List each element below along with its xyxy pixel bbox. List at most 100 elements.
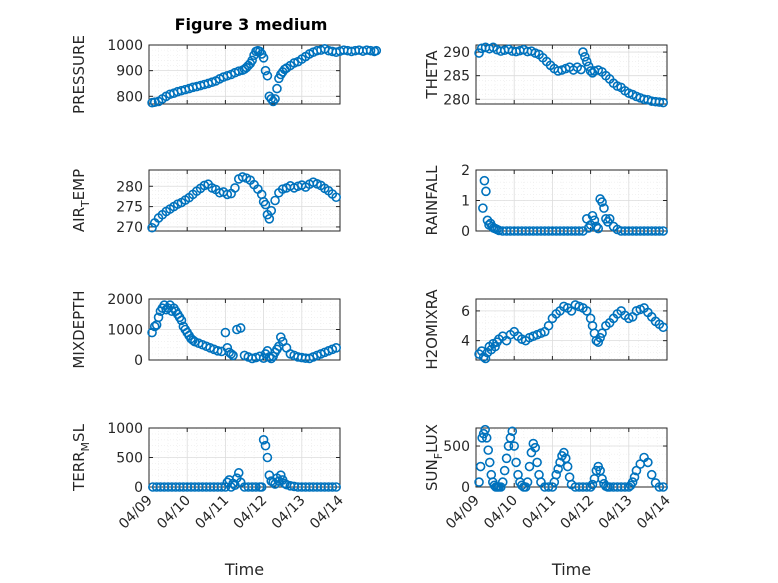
- subplot-pressure: 800 900 1000 PRESSURE: [70, 35, 382, 114]
- data-point: [543, 482, 554, 492]
- data-point: [228, 350, 238, 361]
- subplot-rainfall: 0 1 2 RAINFALL: [423, 163, 668, 240]
- data-point: [595, 332, 605, 343]
- data-point: [497, 477, 508, 487]
- data-point: [220, 327, 231, 338]
- x-tick-label: 04/11: [519, 493, 559, 533]
- x-tick-label: 04/12: [231, 493, 271, 533]
- y-tick-label: 290: [443, 45, 470, 61]
- y-axis-label: PRESSURE: [70, 35, 88, 114]
- data-point: [474, 477, 484, 487]
- data-point: [266, 94, 277, 104]
- x-tick-label: 04/09: [116, 493, 156, 533]
- y-tick-label: 500: [116, 451, 143, 467]
- y-tick-label: 280: [116, 179, 143, 195]
- data-point: [220, 482, 231, 492]
- y-tick-label: 285: [443, 69, 470, 85]
- data-point: [480, 353, 491, 364]
- data-point: [327, 482, 338, 492]
- data-point: [551, 469, 562, 480]
- y-tick-label: 2: [461, 163, 470, 179]
- data-point: [581, 482, 592, 492]
- y-axis-label: RAINFALL: [423, 165, 441, 236]
- data-point: [483, 445, 494, 455]
- data-point: [532, 457, 542, 468]
- y-tick-label: 6: [461, 304, 470, 320]
- data-point: [262, 70, 273, 81]
- data-point: [507, 426, 518, 437]
- y-tick-label: 0: [461, 480, 470, 496]
- data-point: [260, 65, 271, 76]
- data-point: [479, 175, 490, 186]
- data-point: [475, 461, 486, 472]
- data-point: [251, 482, 261, 492]
- data-point: [597, 328, 607, 339]
- data-point: [589, 215, 600, 226]
- data-point: [559, 447, 569, 458]
- x-tick-label: 04/14: [307, 492, 347, 532]
- data-point: [268, 96, 278, 107]
- x-axis-label: Time: [551, 560, 591, 579]
- data-point: [578, 47, 588, 57]
- y-axis-label: TERRMSL: [70, 423, 92, 492]
- subplot-mixdepth: 0 1000 2000 MIXDEPTH: [70, 290, 341, 369]
- data-point: [371, 45, 382, 56]
- subplot-airtemp: 270 275 280 AIRTEMP: [70, 169, 341, 236]
- axes-box: [148, 44, 341, 105]
- data-point: [264, 352, 275, 362]
- y-axis-label: H2OMIXRA: [423, 289, 441, 370]
- data-point: [476, 346, 487, 356]
- subplot-h2omixra: 4 6 H2OMIXRA: [423, 289, 668, 370]
- data-point: [235, 323, 246, 333]
- data-point: [522, 477, 533, 487]
- y-tick-label: 800: [116, 89, 143, 105]
- data-point: [581, 56, 592, 67]
- x-tick-label: 04/12: [558, 493, 598, 533]
- data-point: [629, 472, 640, 482]
- y-tick-label: 1000: [107, 421, 143, 437]
- y-tick-label: 1000: [107, 323, 143, 339]
- y-tick-label: 0: [134, 353, 143, 369]
- data-point: [331, 342, 341, 353]
- y-axis-label: THETA: [423, 50, 441, 100]
- data-point: [593, 223, 604, 234]
- data-point: [580, 51, 590, 62]
- data-point: [547, 482, 558, 492]
- y-tick-label: 500: [443, 439, 470, 455]
- data-point: [658, 226, 668, 236]
- data-point: [646, 469, 657, 480]
- y-tick-label: 2000: [107, 292, 143, 308]
- data-point: [478, 203, 488, 213]
- data-point: [658, 97, 668, 108]
- data-point: [490, 341, 500, 352]
- data-point: [509, 441, 520, 451]
- data-point: [481, 433, 492, 443]
- data-point: [496, 482, 506, 492]
- data-point: [553, 464, 563, 474]
- x-tick-label: 04/11: [192, 493, 232, 533]
- y-tick-label: 270: [116, 220, 143, 236]
- x-axis-label: Time: [224, 560, 264, 579]
- y-tick-label: 275: [116, 200, 143, 216]
- axes-box: [475, 44, 668, 105]
- data-point: [247, 55, 257, 66]
- data-point: [543, 320, 554, 331]
- data-point: [260, 199, 271, 210]
- data-point: [593, 337, 604, 347]
- data-point: [581, 306, 592, 316]
- data-point: [562, 461, 573, 472]
- data-point: [258, 53, 269, 63]
- x-tick-label: 04/13: [269, 493, 309, 533]
- data-point: [574, 226, 584, 236]
- y-axis-label: MIXDEPTH: [70, 290, 88, 368]
- data-point: [591, 221, 602, 232]
- data-point: [258, 434, 269, 445]
- data-point: [643, 457, 653, 468]
- data-point: [484, 457, 495, 468]
- data-point: [620, 482, 630, 492]
- data-point: [272, 83, 282, 94]
- data-point: [597, 474, 607, 484]
- data-point: [499, 465, 510, 476]
- data-point: [524, 461, 535, 472]
